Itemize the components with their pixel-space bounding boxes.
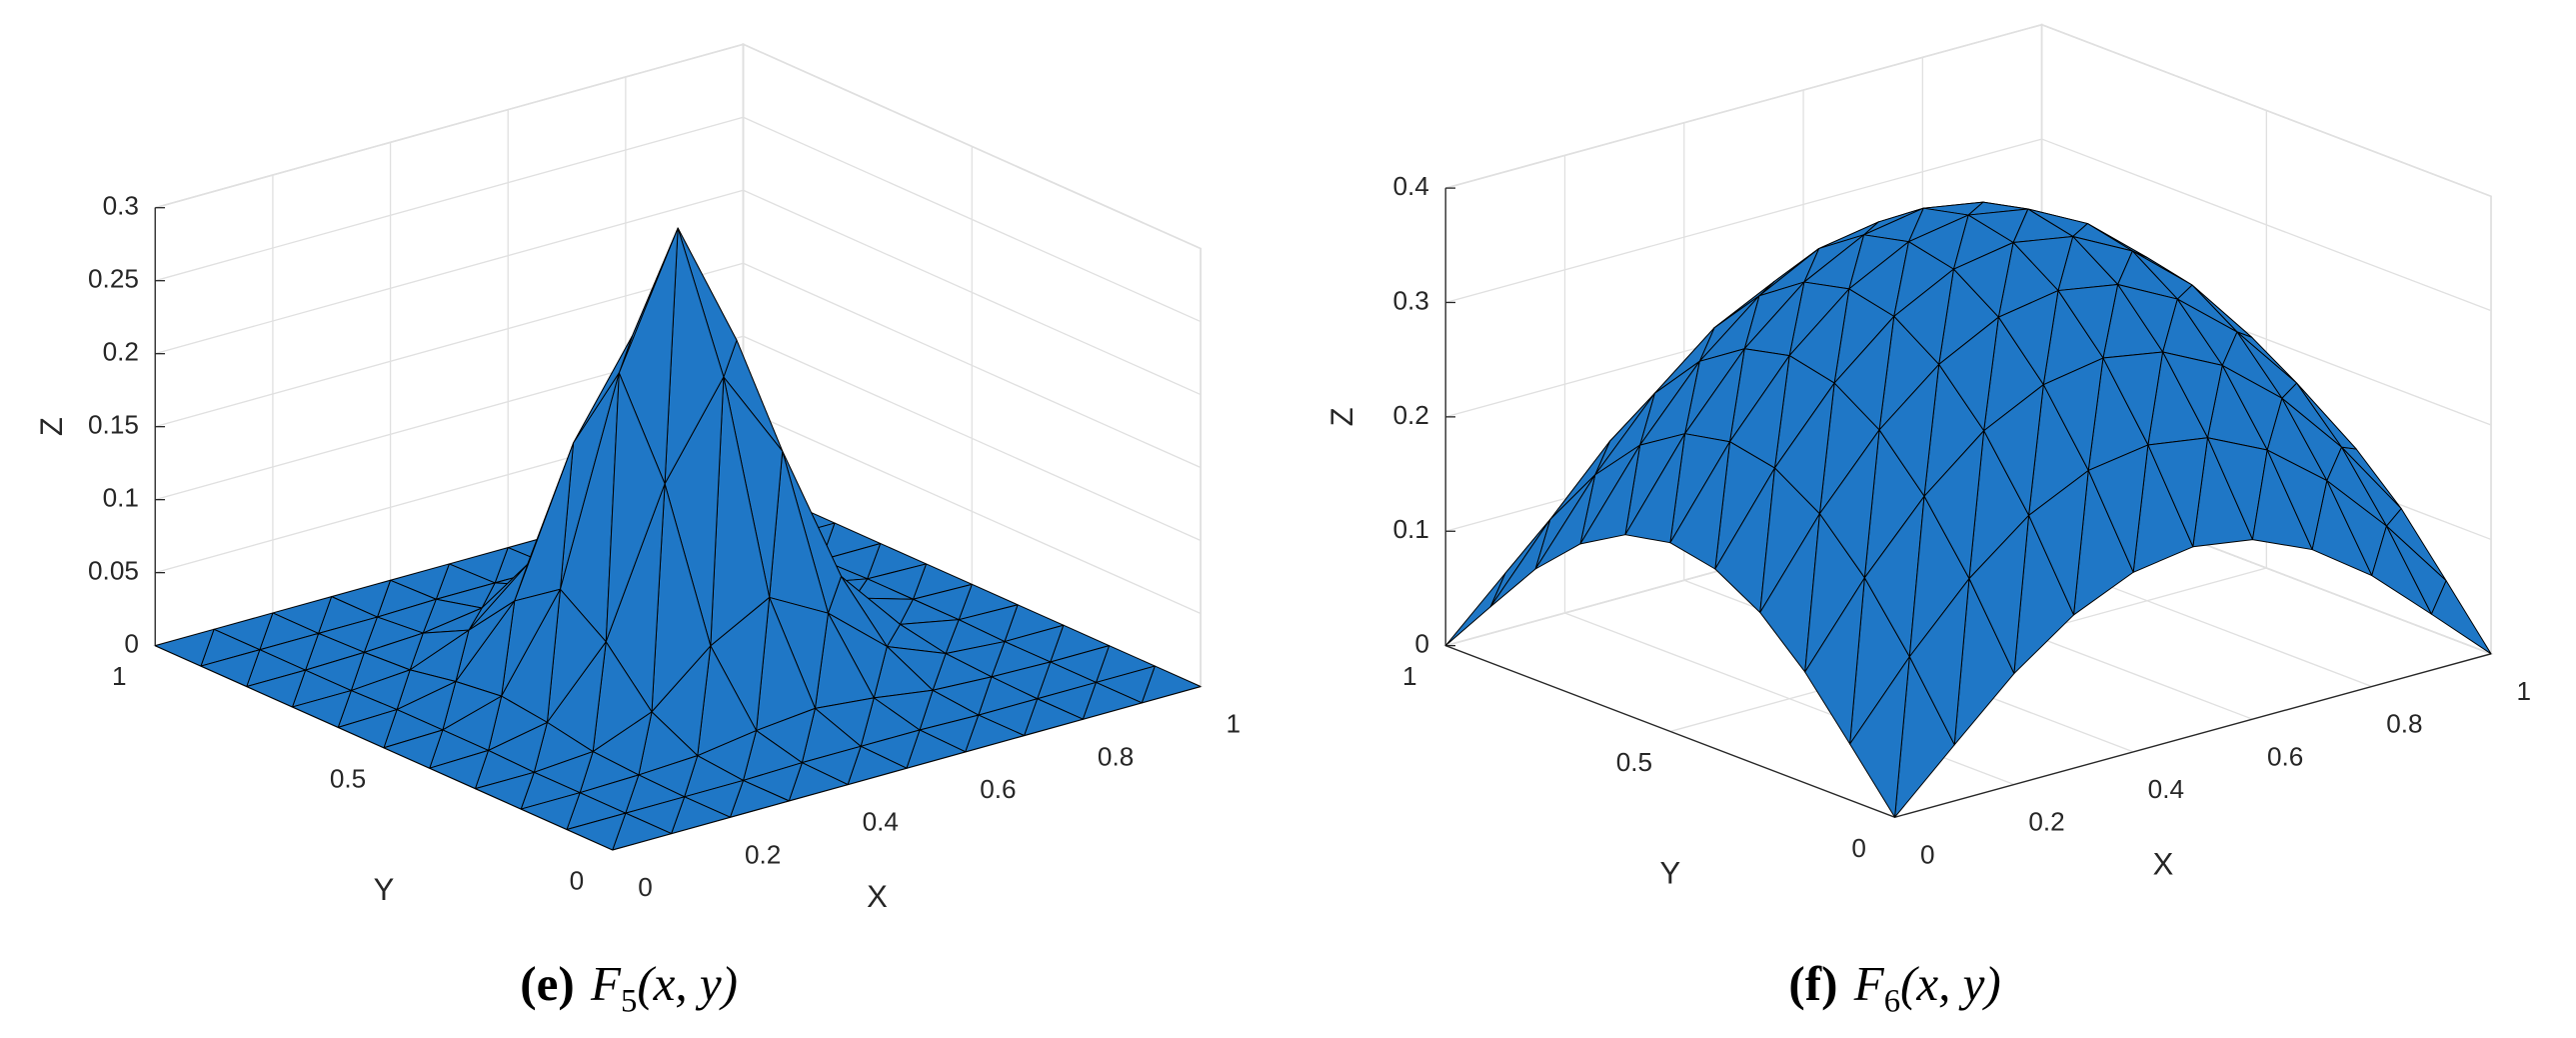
surface-face [154, 628, 215, 667]
y-axis-label: Y [1660, 855, 1681, 890]
x-tick-label: 0.2 [2028, 807, 2064, 837]
z-tick-label: 0.05 [88, 556, 139, 586]
x-axis-label: X [2153, 846, 2174, 881]
z-tick-label: 0.15 [88, 410, 139, 440]
grid-line [155, 262, 744, 428]
x-tick-label: 0 [638, 872, 653, 902]
caption-args: (x, y) [1900, 956, 2001, 1011]
x-axis-line [1894, 653, 2492, 818]
caption-letter: (e) [520, 956, 574, 1011]
z-tick-label: 0.1 [1393, 514, 1429, 544]
surface-face [1579, 444, 1641, 545]
surface-face [2371, 525, 2432, 615]
surface-face [1624, 433, 1686, 544]
z-tick-label: 0 [124, 629, 139, 659]
z-tick-label: 0.3 [103, 191, 139, 221]
grid-line [155, 43, 744, 209]
surface-face [1082, 681, 1143, 720]
surface-face [2251, 449, 2313, 551]
surface-face [337, 709, 398, 749]
y-tick-label: 1 [1402, 661, 1417, 691]
surface-face [1444, 572, 1506, 647]
grid-line [2041, 138, 2492, 312]
grid-line [155, 189, 744, 355]
surface-face [1669, 441, 1731, 570]
y-axis-line [1444, 645, 1895, 818]
x-tick-label: 0.2 [745, 839, 781, 869]
surface-face [520, 792, 581, 830]
z-tick-label: 0.3 [1393, 285, 1429, 315]
grid-line [743, 262, 1202, 469]
z-axis-label: Z [1324, 407, 1359, 426]
surface-face [292, 690, 352, 728]
x-axis-label: X [867, 879, 888, 914]
caption-name: F [1853, 956, 1885, 1011]
y-tick-label: 1 [112, 661, 127, 691]
x-tick-label: 0.6 [980, 774, 1016, 804]
grid-line [743, 116, 1202, 323]
surface-face [383, 729, 444, 769]
y-axis-label: Y [374, 872, 395, 907]
surface-face [200, 649, 261, 687]
grid-line [2041, 24, 2492, 197]
caption-subscript: 5 [621, 984, 637, 1020]
y-tick-label: 0 [570, 865, 585, 895]
y-tick-label: 0 [1851, 833, 1866, 863]
x-tick-label: 0.4 [2148, 774, 2184, 804]
x-tick-label: 1 [2516, 676, 2531, 706]
z-tick-label: 0 [1414, 629, 1429, 659]
surface-face [1534, 474, 1596, 570]
z-tick-label: 0.1 [103, 483, 139, 513]
z-tick-label: 0.25 [88, 264, 139, 294]
surface-face [246, 669, 307, 708]
caption: (f) F6(x, y) [1788, 956, 2000, 1019]
x-tick-label: 0.8 [2386, 709, 2422, 739]
subplot: 00.20.40.60.8100.5100.050.10.150.20.250.… [34, 43, 1241, 1020]
surface-face [566, 812, 627, 851]
surface-face [1849, 656, 1910, 818]
grid-line [743, 189, 1202, 396]
x-tick-label: 1 [1226, 709, 1241, 739]
grid-line [155, 116, 744, 282]
grid-line [1445, 138, 2042, 304]
z-tick-label: 0.4 [1393, 171, 1429, 201]
caption-name: F [590, 956, 622, 1011]
grid-line [1445, 24, 2042, 189]
grid-line [743, 43, 1202, 250]
x-tick-label: 0.8 [1098, 741, 1134, 771]
grid-line [743, 408, 1202, 615]
x-tick-label: 0 [1920, 839, 1935, 869]
surface-face [1804, 577, 1865, 745]
z-axis-label: Z [34, 417, 69, 436]
caption-args: (x, y) [637, 956, 738, 1011]
z-tick-label: 0.2 [103, 337, 139, 367]
x-tick-label: 0.6 [2267, 741, 2303, 771]
caption-letter: (f) [1788, 956, 1837, 1011]
caption: (e) F5(x, y) [520, 956, 738, 1019]
y-tick-label: 0.5 [330, 763, 366, 793]
grid-line [743, 335, 1202, 542]
caption-subscript: 6 [1884, 984, 1900, 1020]
z-tick-label: 0.2 [1393, 400, 1429, 430]
surface-face [965, 714, 1026, 753]
x-tick-label: 0.4 [863, 807, 899, 837]
y-tick-label: 0.5 [1616, 747, 1652, 777]
surface-face [1489, 518, 1551, 608]
